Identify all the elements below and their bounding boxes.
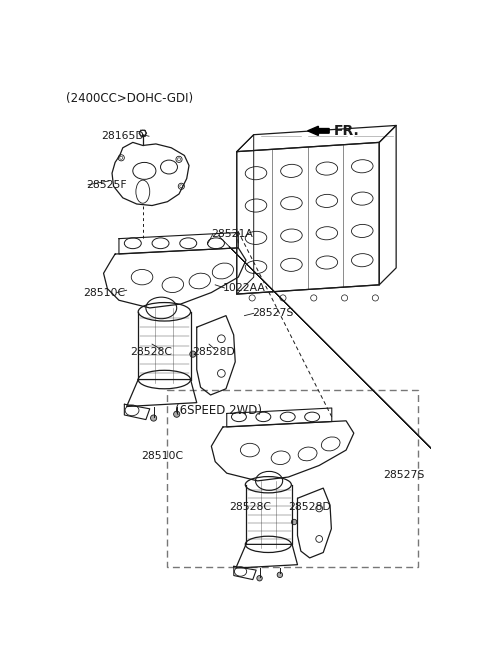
- Text: 28525F: 28525F: [86, 180, 126, 190]
- Circle shape: [291, 519, 297, 525]
- Text: 28527S: 28527S: [252, 308, 294, 318]
- Circle shape: [190, 351, 196, 357]
- Text: 28521A: 28521A: [211, 229, 253, 239]
- Text: 28510C: 28510C: [141, 451, 183, 461]
- Bar: [168, 390, 418, 568]
- Text: FR.: FR.: [334, 124, 360, 138]
- Text: 28528D: 28528D: [192, 347, 235, 357]
- Circle shape: [257, 576, 262, 581]
- Text: 28510C: 28510C: [83, 288, 125, 298]
- Circle shape: [151, 415, 156, 421]
- Text: 28528D: 28528D: [288, 502, 331, 512]
- Text: (6SPEED 2WD): (6SPEED 2WD): [175, 404, 262, 417]
- Text: 28165D: 28165D: [102, 131, 144, 141]
- Circle shape: [174, 411, 180, 417]
- Text: (2400CC>DOHC-GDI): (2400CC>DOHC-GDI): [66, 92, 193, 105]
- Text: 28528C: 28528C: [131, 347, 172, 357]
- Text: 28527S: 28527S: [383, 470, 424, 480]
- Text: 1022AA: 1022AA: [223, 283, 266, 293]
- Circle shape: [277, 572, 283, 577]
- FancyArrow shape: [308, 126, 329, 135]
- Text: 28528C: 28528C: [229, 502, 271, 512]
